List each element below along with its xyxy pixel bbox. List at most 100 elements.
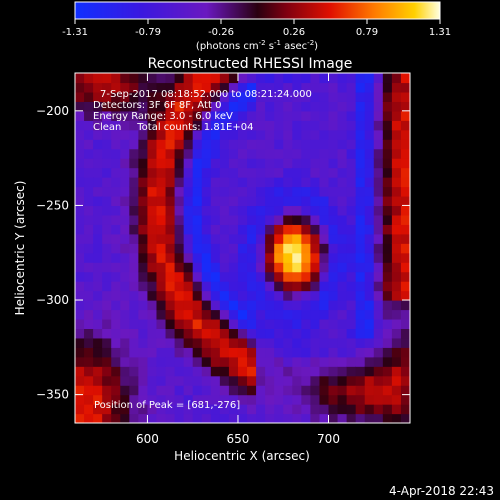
heatmap-cell <box>310 214 321 225</box>
heatmap-cell <box>355 281 366 292</box>
heatmap-cell <box>283 413 293 423</box>
heatmap-cell <box>165 328 176 339</box>
heatmap-cell <box>355 158 366 169</box>
heatmap-cell <box>174 404 185 415</box>
heatmap-cell <box>210 167 221 178</box>
heatmap-cell <box>102 262 112 273</box>
heatmap-cell <box>364 252 375 263</box>
heatmap-cell <box>301 243 312 254</box>
y-axis-ticks: −200 −250 −300 −350 <box>36 104 410 402</box>
heatmap-cell <box>183 252 194 263</box>
heatmap-cell <box>174 214 185 225</box>
heatmap-cell <box>310 385 321 396</box>
heatmap-cell <box>373 167 384 178</box>
heatmap-cell <box>210 214 221 225</box>
colorbar-tick-label: 0.26 <box>283 27 305 38</box>
heatmap-cell <box>129 224 139 235</box>
heatmap-cell <box>355 309 366 320</box>
heatmap-cell <box>346 91 357 102</box>
heatmap-cell <box>355 300 366 311</box>
heatmap-cell <box>237 347 248 358</box>
heatmap-cell <box>129 337 139 348</box>
heatmap-cell <box>337 167 348 178</box>
heatmap-cell <box>265 300 275 311</box>
heatmap-cell <box>147 205 158 216</box>
heatmap-cell <box>310 186 321 197</box>
heatmap-cell <box>400 385 410 396</box>
heatmap-cell <box>400 252 410 263</box>
heatmap-cell <box>400 101 410 112</box>
heatmap-cell <box>111 366 121 377</box>
heatmap-cell <box>400 318 410 330</box>
heatmap-cell <box>274 385 284 396</box>
heatmap-cell <box>373 177 384 188</box>
heatmap-cell <box>310 262 321 273</box>
heatmap-cell <box>265 262 275 273</box>
heatmap-cell <box>192 214 203 225</box>
heatmap-cell <box>192 347 203 358</box>
heatmap-cell <box>319 300 330 311</box>
heatmap-cell <box>283 366 293 377</box>
heatmap-cell <box>373 347 384 358</box>
heatmap-cell <box>201 243 212 254</box>
heatmap-cell <box>102 120 112 131</box>
heatmap-cell <box>219 290 230 301</box>
heatmap-cell <box>283 205 293 216</box>
heatmap-cell <box>165 337 176 348</box>
heatmap-cell <box>283 148 293 159</box>
heatmap-cell <box>283 290 293 301</box>
heatmap-cell <box>129 252 139 263</box>
heatmap-cell <box>364 101 375 112</box>
heatmap-cell <box>147 262 158 273</box>
heatmap-cell <box>192 413 203 423</box>
heatmap-cell <box>102 347 112 358</box>
heatmap-cell <box>219 413 230 423</box>
heatmap-cell <box>391 101 402 112</box>
heatmap-cell <box>265 101 275 112</box>
heatmap-cell <box>283 177 293 188</box>
heatmap-cell <box>210 101 221 112</box>
heatmap-cell <box>247 214 257 225</box>
heatmap-cell <box>382 224 393 235</box>
heatmap-cell <box>310 347 321 358</box>
heatmap-cell <box>228 404 239 415</box>
heatmap-cell <box>219 281 230 292</box>
heatmap-cell <box>274 318 284 330</box>
heatmap-cell <box>237 110 248 121</box>
heatmap-cell <box>156 375 167 386</box>
heatmap-cell <box>165 366 176 377</box>
heatmap-cell <box>391 167 402 178</box>
heatmap-cell <box>373 356 384 367</box>
heatmap-cell <box>382 195 393 207</box>
heatmap-cell <box>174 375 185 386</box>
heatmap-cell <box>292 385 302 396</box>
heatmap-cell <box>228 205 239 216</box>
heatmap-cell <box>355 110 366 121</box>
heatmap-cell <box>391 252 402 263</box>
heatmap-cell <box>210 148 221 159</box>
heatmap-cell <box>364 262 375 273</box>
heatmap-cell <box>183 148 194 159</box>
heatmap-cell <box>84 309 94 320</box>
heatmap-cell <box>165 375 176 386</box>
heatmap-cell <box>201 73 212 84</box>
heatmap-cell <box>292 347 302 358</box>
heatmap-cell <box>391 337 402 348</box>
heatmap-cell <box>156 413 167 423</box>
heatmap-cell <box>355 347 366 358</box>
heatmap-cell <box>274 214 284 225</box>
heatmap-cell <box>201 195 212 207</box>
heatmap-cell <box>84 224 94 235</box>
heatmap-cell <box>319 243 330 254</box>
annotation-detectors: Detectors: 3F 6F 8F, Att 0 <box>93 100 221 111</box>
heatmap-cell <box>337 281 348 292</box>
heatmap-cell <box>346 281 357 292</box>
heatmap-cell <box>382 290 393 301</box>
heatmap-cell <box>210 262 221 273</box>
heatmap-cell <box>102 366 112 377</box>
heatmap-cell <box>174 413 185 423</box>
heatmap-cell <box>382 110 393 121</box>
heatmap-cell <box>364 233 375 244</box>
heatmap-cell <box>156 73 167 84</box>
